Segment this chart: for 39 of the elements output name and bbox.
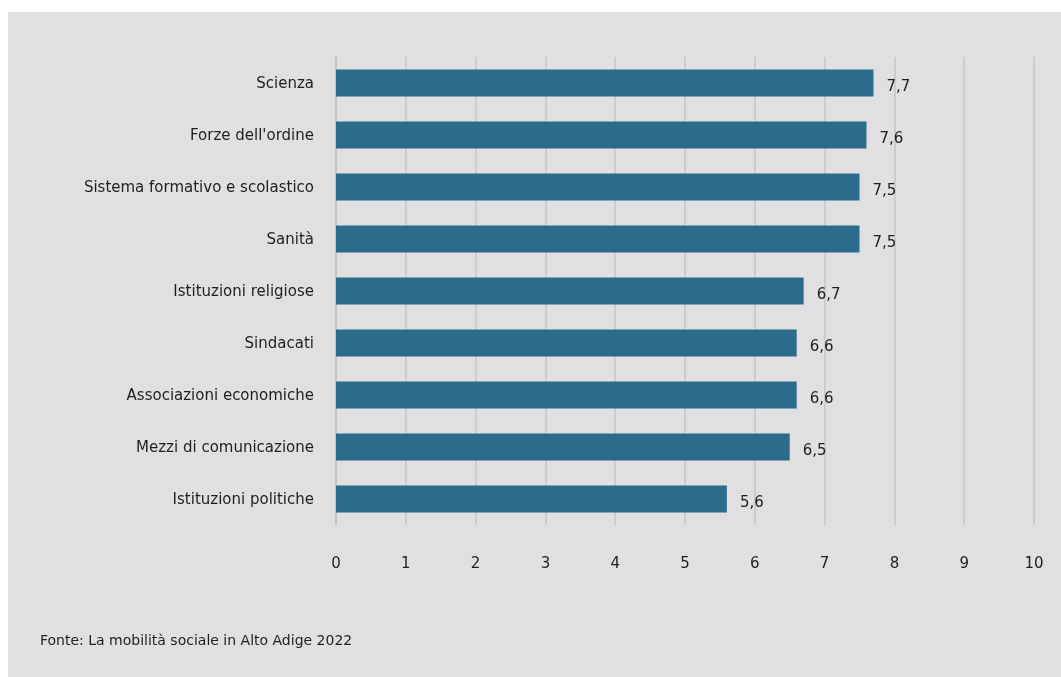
y-tick-label: Mezzi di comunicazione xyxy=(136,438,314,456)
x-tick-label: 1 xyxy=(401,553,411,572)
y-tick-label: Istituzioni religiose xyxy=(173,282,314,300)
x-tick-label: 9 xyxy=(959,553,969,572)
bar xyxy=(336,381,797,409)
x-tick-label: 6 xyxy=(750,553,760,572)
x-tick-label: 5 xyxy=(680,553,690,572)
y-tick-label: Sanità xyxy=(266,230,314,248)
y-tick-label: Forze dell'ordine xyxy=(189,126,314,144)
x-tick-label: 8 xyxy=(889,553,900,572)
bar xyxy=(336,433,790,461)
x-tick-label: 2 xyxy=(470,553,481,572)
data-label: 6,7 xyxy=(816,285,841,303)
data-label: 7,5 xyxy=(872,181,897,199)
data-label: 6,5 xyxy=(802,441,827,459)
y-tick-label: Associazioni economiche xyxy=(126,386,314,404)
data-label: 5,6 xyxy=(739,493,764,511)
y-tick-label: Sistema formativo e scolastico xyxy=(83,178,314,196)
data-label: 6,6 xyxy=(809,337,834,355)
data-label: 7,5 xyxy=(872,233,897,251)
x-tick-label: 10 xyxy=(1024,553,1044,572)
data-label: 6,6 xyxy=(809,389,834,407)
bar xyxy=(336,121,867,149)
data-label: 7,6 xyxy=(879,129,904,147)
x-tick-label: 3 xyxy=(540,553,551,572)
source-note: Fonte: La mobilità sociale in Alto Adige 2022 xyxy=(40,632,353,648)
bar xyxy=(336,69,874,97)
bar xyxy=(336,485,727,513)
bar xyxy=(336,277,804,305)
x-tick-label: 4 xyxy=(610,553,620,572)
y-tick-label: Istituzioni politiche xyxy=(172,490,314,508)
data-label: 7,7 xyxy=(886,77,911,95)
bar xyxy=(336,329,797,357)
x-tick-label: 7 xyxy=(819,553,830,572)
y-tick-label: Sindacati xyxy=(244,334,314,352)
bar xyxy=(336,173,860,201)
bar xyxy=(336,225,860,253)
y-tick-label: Scienza xyxy=(256,74,314,92)
x-tick-label: 0 xyxy=(331,553,341,572)
